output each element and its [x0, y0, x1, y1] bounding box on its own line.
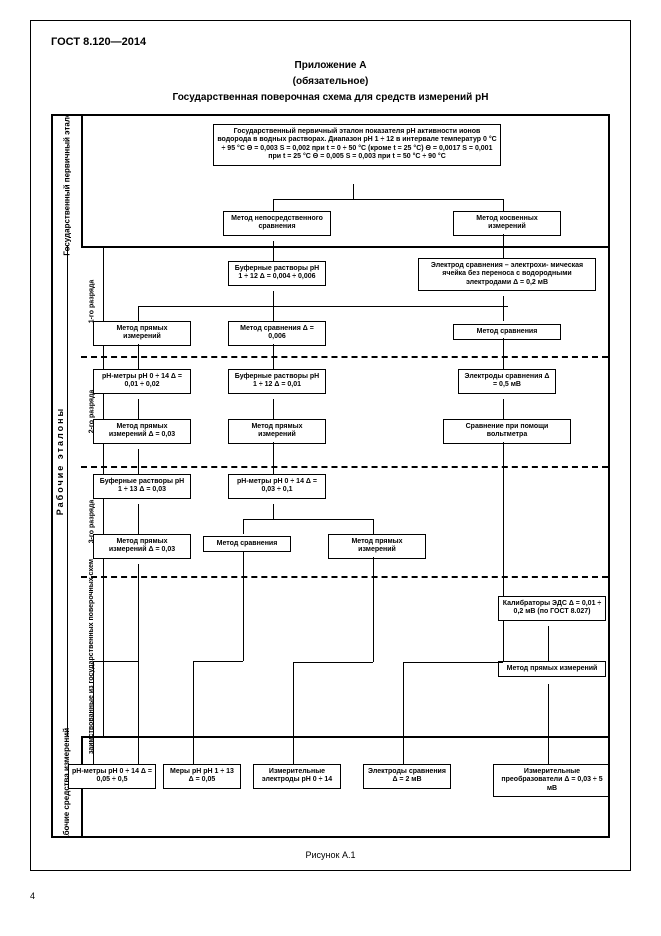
- m1: Метод непосредственного сравнения: [223, 211, 331, 236]
- m3: Метод прямых измерений: [93, 321, 191, 346]
- row1-label: Государственный первичный эталон: [53, 116, 83, 246]
- work-label: Рабочие эталоны: [53, 246, 67, 676]
- m12: Метод прямых измерений: [498, 661, 606, 677]
- f5: Измерительные преобразователи Δ = 0,03 ÷…: [493, 764, 610, 797]
- m9: Метод прямых измерений Δ = 0,03: [93, 534, 191, 559]
- b3: pH-метры pH 0 ÷ 14 Δ = 0,01 ÷ 0,02: [93, 369, 191, 394]
- diagram: Государственный первичный эталон Рабочие…: [51, 114, 610, 838]
- m10: Метод сравнения: [203, 536, 291, 552]
- top-box: Государственный первичный эталон показат…: [213, 124, 501, 166]
- b7: pH-метры pH 0 ÷ 14 Δ = 0,03 ÷ 0,1: [228, 474, 326, 499]
- figure-caption: Рисунок А.1: [51, 850, 610, 860]
- f3: Измерительные электроды pH 0 ÷ 14: [253, 764, 341, 789]
- page-number: 4: [30, 891, 631, 901]
- m6: Метод прямых измерений Δ = 0,03: [93, 419, 191, 444]
- title: Приложение А (обязательное) Государствен…: [51, 58, 610, 106]
- m11: Метод прямых измерений: [328, 534, 426, 559]
- b5: Электроды сравнения Δ = 0,5 мВ: [458, 369, 556, 394]
- f2: Меры pH pH 1 ÷ 13 Δ = 0,05: [163, 764, 241, 789]
- f4: Электроды сравнения Δ = 2 мВ: [363, 764, 451, 789]
- m5: Метод сравнения: [453, 324, 561, 340]
- gost-header: ГОСТ 8.120—2014: [51, 36, 610, 48]
- m8: Сравнение при помощи вольтметра: [443, 419, 571, 444]
- b1: Буферные растворы pH 1 ÷ 12 Δ = 0,004 ÷ …: [228, 261, 326, 286]
- b8: Калибраторы ЭДС Δ = 0,01 ÷ 0,2 мВ (по ГО…: [498, 596, 606, 621]
- f1: pH-метры pH 0 ÷ 14 Δ = 0,05 ÷ 0,5: [68, 764, 156, 789]
- b4: Буферные растворы pH 1 ÷ 12 Δ = 0,01: [228, 369, 326, 394]
- b2: Электрод сравнения – электрохи- мическая…: [418, 258, 596, 291]
- m7: Метод прямых измерений: [228, 419, 326, 444]
- b6: Буферные растворы pH 1 ÷ 13 Δ = 0,03: [93, 474, 191, 499]
- m2: Метод косвенных измерений: [453, 211, 561, 236]
- m4: Метод сравнения Δ = 0,006: [228, 321, 326, 346]
